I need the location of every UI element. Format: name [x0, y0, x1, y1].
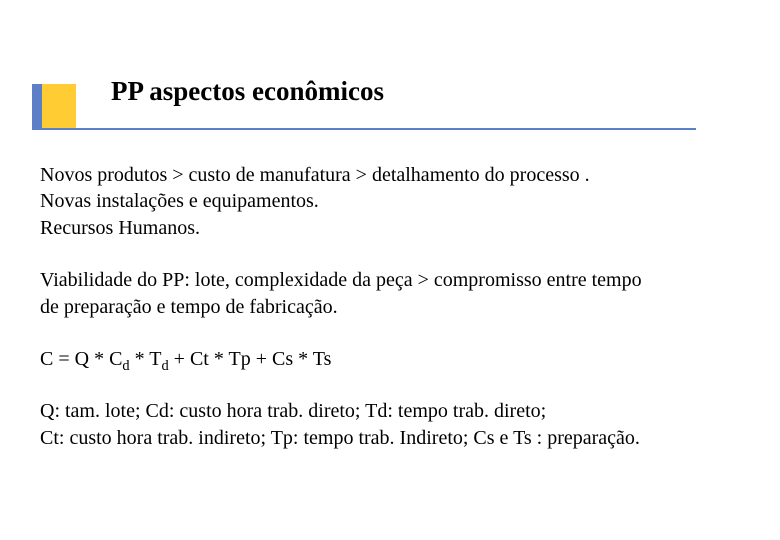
formula-part: + Ct * Tp + Cs * Ts	[169, 348, 332, 370]
slide-title: PP aspectos econômicos	[111, 76, 384, 107]
formula: C = Q * Cd * Td + Ct * Tp + Cs * Ts	[40, 346, 740, 372]
header-underline	[32, 128, 696, 130]
text-line: Novas instalações e equipamentos.	[40, 190, 319, 212]
text-line: Recursos Humanos.	[40, 217, 200, 239]
text-line: Viabilidade do PP: lote, complexidade da…	[40, 269, 642, 291]
paragraph-2: Viabilidade do PP: lote, complexidade da…	[40, 267, 740, 320]
slide-body: Novos produtos > custo de manufatura > d…	[40, 162, 740, 451]
paragraph-1: Novos produtos > custo de manufatura > d…	[40, 162, 740, 241]
header-accent-block	[32, 84, 76, 128]
text-line: Novos produtos > custo de manufatura > d…	[40, 164, 590, 186]
text-line: de preparação e tempo de fabricação.	[40, 296, 338, 318]
formula-part: C = Q * C	[40, 348, 122, 370]
slide-header: PP aspectos econômicos	[0, 0, 780, 72]
formula-sub: d	[161, 358, 168, 374]
text-line: Q: tam. lote; Cd: custo hora trab. diret…	[40, 400, 546, 422]
formula-sub: d	[122, 358, 129, 374]
formula-part: * T	[130, 348, 162, 370]
text-line: Ct: custo hora trab. indireto; Tp: tempo…	[40, 427, 640, 449]
paragraph-4: Q: tam. lote; Cd: custo hora trab. diret…	[40, 398, 740, 451]
